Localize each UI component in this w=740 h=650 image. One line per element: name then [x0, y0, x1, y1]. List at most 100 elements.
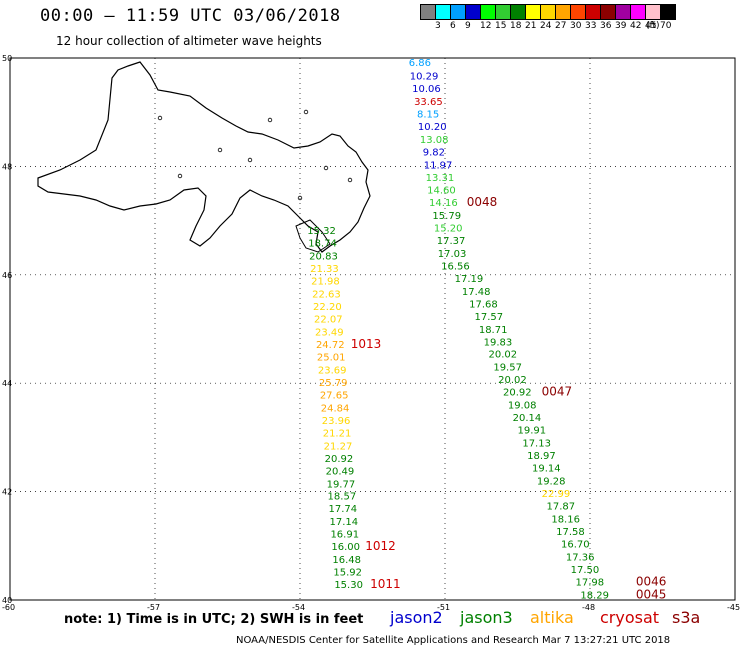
- swh-value: 15.32: [307, 226, 336, 237]
- swh-value: 17.50: [571, 565, 600, 576]
- island: [157, 115, 163, 121]
- swh-value: 16.00: [331, 542, 360, 553]
- swh-value: 17.37: [437, 236, 466, 247]
- legend-swatch-label: 18: [510, 21, 522, 31]
- swh-value: 17.57: [474, 312, 503, 323]
- swh-value: 17.68: [469, 299, 498, 310]
- swh-value: 23.49: [315, 328, 344, 339]
- swh-value: 21.98: [311, 277, 340, 288]
- swh-value: 20.92: [503, 388, 532, 399]
- swh-value: 22.99: [542, 489, 571, 500]
- swh-value: 17.36: [566, 552, 595, 563]
- swh-value: 33.65: [414, 97, 443, 108]
- swh-value: 13.08: [420, 135, 449, 146]
- swh-value: 15.92: [333, 568, 362, 579]
- swh-value: 10.06: [412, 84, 441, 95]
- swh-value: 16.48: [332, 555, 361, 566]
- legend-swatch-label: 6: [450, 21, 456, 31]
- swh-value: 17.48: [462, 287, 491, 298]
- swh-value: 16.91: [330, 530, 359, 541]
- legend-swatch: [660, 4, 676, 20]
- swh-value: 18.16: [551, 514, 580, 525]
- lon-tick-label: -60: [2, 603, 15, 612]
- color-legend: [420, 4, 676, 20]
- legend-swatch-label: 42: [630, 21, 642, 31]
- island: [267, 117, 273, 123]
- swh-value: 17.03: [438, 249, 467, 260]
- swh-value: 17.74: [329, 504, 358, 515]
- lat-tick-label: 44: [2, 379, 12, 388]
- legend-swatch-label: 33: [585, 21, 597, 31]
- island: [247, 157, 253, 163]
- lon-tick-label: -45: [727, 603, 740, 612]
- swh-value: 23.96: [322, 416, 351, 427]
- time-label: 0048: [467, 195, 498, 209]
- swh-value: 27.65: [320, 390, 349, 401]
- swh-value: 15.20: [434, 223, 463, 234]
- title: 00:00 – 11:59 UTC 03/06/2018: [40, 6, 341, 26]
- swh-value: 17.14: [329, 517, 358, 528]
- time-label: 1013: [351, 337, 382, 351]
- time-label: 1012: [365, 539, 396, 553]
- swh-value: 18.71: [479, 325, 508, 336]
- swh-value: 10.20: [418, 122, 447, 133]
- legend-swatch-label: 45: [645, 21, 657, 31]
- swh-value: 25.01: [317, 352, 346, 363]
- swh-value: 17.19: [455, 274, 484, 285]
- coastline-avalon: [295, 219, 331, 253]
- legend-swatch-label: 21: [525, 21, 537, 31]
- swh-value: 14.16: [429, 198, 458, 209]
- swh-value: 18.57: [328, 492, 357, 503]
- legend-s3a: s3a: [672, 608, 701, 627]
- swh-value: 20.02: [489, 350, 518, 361]
- color-legend-labels: 3 6 9 12 15 18 21 24 27 30 33 36 39 42 45 70 (ft): [421, 21, 740, 35]
- swh-value: 17.87: [547, 501, 576, 512]
- island: [303, 109, 309, 115]
- swh-value: 20.14: [513, 413, 542, 424]
- lon-tick-label: -48: [582, 603, 595, 612]
- legend-altika: altika: [530, 608, 574, 627]
- swh-value: 20.49: [326, 466, 355, 477]
- swh-value: 10.29: [410, 72, 439, 83]
- swh-value: 17.98: [576, 577, 605, 588]
- swh-value: 18.97: [527, 451, 556, 462]
- legend-jason3: jason3: [460, 608, 513, 627]
- lon-tick-label: -54: [292, 603, 305, 612]
- swh-value: 17.58: [556, 527, 585, 538]
- swh-value: 18.29: [580, 590, 609, 601]
- legend-swatch-label: 70: [660, 21, 672, 31]
- swh-value: 20.92: [325, 454, 354, 465]
- swh-value: 22.63: [312, 290, 341, 301]
- time-label: 1011: [370, 577, 401, 591]
- swh-value: 22.07: [314, 314, 343, 325]
- lat-tick-label: 42: [2, 488, 12, 497]
- swh-value: 19.77: [327, 479, 356, 490]
- swh-value: 11.97: [424, 161, 453, 172]
- subtitle: 12 hour collection of altimeter wave hei…: [56, 34, 322, 48]
- lon-tick-label: -57: [147, 603, 160, 612]
- legend-unit: (ft): [646, 21, 660, 31]
- swh-value: 21.21: [323, 428, 352, 439]
- note-text: note: 1) Time is in UTC; 2) SWH is in fe…: [64, 612, 364, 627]
- island: [347, 177, 353, 183]
- island: [177, 173, 183, 179]
- lat-tick-label: 50: [2, 54, 12, 63]
- swh-value: 15.79: [432, 211, 461, 222]
- swh-value: 25.79: [319, 378, 348, 389]
- legend-cryosat: cryosat: [600, 608, 660, 627]
- swh-value: 21.27: [324, 441, 353, 452]
- legend-jason2: jason2: [390, 608, 443, 627]
- swh-value: 19.08: [508, 401, 537, 412]
- swh-value: 24.84: [321, 403, 350, 414]
- swh-value: 19.57: [493, 363, 522, 374]
- coastline-newfoundland: [37, 61, 371, 253]
- legend-swatch-label: 39: [615, 21, 627, 31]
- swh-value: 9.82: [423, 148, 445, 159]
- lat-tick-label: 46: [2, 271, 12, 280]
- swh-value: 19.91: [518, 426, 547, 437]
- legend-swatch-label: 27: [555, 21, 567, 31]
- time-label: 0045: [636, 587, 667, 601]
- legend-swatch-label: 12: [480, 21, 492, 31]
- swh-value: 17.13: [522, 439, 551, 450]
